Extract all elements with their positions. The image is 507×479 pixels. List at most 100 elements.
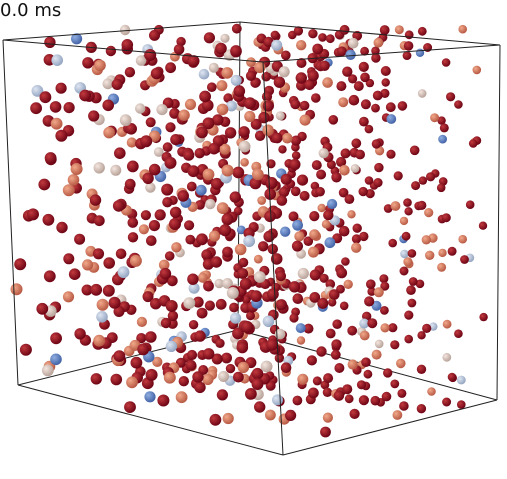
particle bbox=[364, 296, 375, 307]
particle bbox=[142, 172, 154, 184]
particle bbox=[397, 388, 407, 398]
particle bbox=[416, 364, 427, 374]
particle bbox=[390, 201, 401, 211]
particle bbox=[90, 373, 103, 385]
particle bbox=[292, 293, 304, 305]
particle bbox=[351, 242, 362, 253]
particle bbox=[74, 328, 86, 340]
particle bbox=[454, 329, 463, 339]
particle bbox=[203, 32, 215, 44]
particle bbox=[253, 254, 263, 264]
particle bbox=[299, 190, 310, 201]
particle bbox=[231, 23, 242, 34]
particle bbox=[175, 391, 188, 404]
particle bbox=[348, 94, 360, 106]
particle bbox=[271, 132, 283, 144]
particle bbox=[144, 391, 156, 403]
particle bbox=[93, 162, 105, 174]
particle bbox=[215, 338, 225, 348]
particle bbox=[437, 262, 447, 272]
particle bbox=[49, 101, 62, 113]
particle bbox=[165, 340, 178, 352]
particle bbox=[145, 117, 156, 128]
particle bbox=[381, 391, 392, 402]
particle bbox=[266, 338, 279, 351]
particle bbox=[240, 158, 249, 167]
particle bbox=[442, 397, 452, 407]
particle bbox=[152, 356, 163, 367]
particle bbox=[14, 258, 27, 271]
particle bbox=[458, 24, 468, 34]
particle bbox=[153, 147, 164, 157]
particle bbox=[385, 102, 396, 113]
particle bbox=[185, 234, 196, 245]
particle bbox=[41, 364, 54, 377]
particle bbox=[51, 54, 63, 66]
particle bbox=[229, 302, 239, 313]
particle bbox=[262, 315, 275, 328]
particle bbox=[50, 353, 62, 366]
particle bbox=[441, 213, 451, 223]
particle bbox=[415, 48, 425, 57]
particle bbox=[359, 330, 370, 341]
particle bbox=[290, 135, 302, 146]
particle bbox=[165, 300, 178, 312]
particle bbox=[89, 194, 102, 206]
particle bbox=[365, 189, 375, 199]
particle bbox=[251, 367, 264, 380]
particle bbox=[361, 357, 371, 368]
particle bbox=[27, 208, 39, 221]
particle bbox=[262, 124, 274, 136]
particle bbox=[160, 317, 172, 329]
particle bbox=[404, 310, 414, 320]
particle bbox=[196, 126, 208, 139]
particle bbox=[336, 267, 348, 279]
particle bbox=[218, 371, 230, 382]
particle bbox=[360, 99, 371, 110]
particle bbox=[380, 88, 390, 98]
particle bbox=[352, 223, 362, 233]
particle bbox=[328, 298, 337, 307]
particle bbox=[161, 183, 174, 196]
particle bbox=[304, 79, 315, 91]
particle bbox=[102, 78, 114, 90]
particle bbox=[347, 210, 356, 219]
particle bbox=[371, 103, 380, 113]
particle bbox=[93, 334, 106, 347]
particle bbox=[138, 224, 149, 235]
particle bbox=[390, 379, 400, 389]
particle bbox=[31, 85, 44, 97]
particle bbox=[199, 90, 212, 103]
particle bbox=[215, 298, 227, 310]
particle bbox=[221, 164, 234, 177]
particle bbox=[446, 92, 456, 102]
particle bbox=[328, 115, 339, 125]
particle bbox=[404, 207, 413, 216]
particle bbox=[327, 198, 338, 210]
cube-edge bbox=[496, 44, 501, 401]
particle bbox=[39, 91, 52, 104]
cube-edge bbox=[239, 21, 501, 46]
particle bbox=[79, 89, 91, 102]
particle bbox=[315, 186, 325, 197]
particle bbox=[355, 149, 365, 160]
particle bbox=[374, 162, 384, 173]
particle bbox=[273, 76, 286, 88]
particle bbox=[396, 358, 406, 369]
particle bbox=[379, 274, 389, 284]
particle bbox=[262, 100, 274, 112]
particle bbox=[44, 152, 57, 164]
particle bbox=[173, 44, 185, 55]
particle bbox=[177, 190, 189, 202]
particle bbox=[308, 387, 319, 399]
particle bbox=[222, 246, 233, 258]
particle bbox=[358, 395, 369, 406]
particle bbox=[19, 343, 32, 356]
particle bbox=[169, 218, 181, 230]
particle bbox=[238, 126, 250, 138]
particle bbox=[265, 177, 278, 189]
particle bbox=[43, 270, 56, 283]
particle bbox=[96, 298, 109, 311]
particle bbox=[442, 352, 452, 362]
